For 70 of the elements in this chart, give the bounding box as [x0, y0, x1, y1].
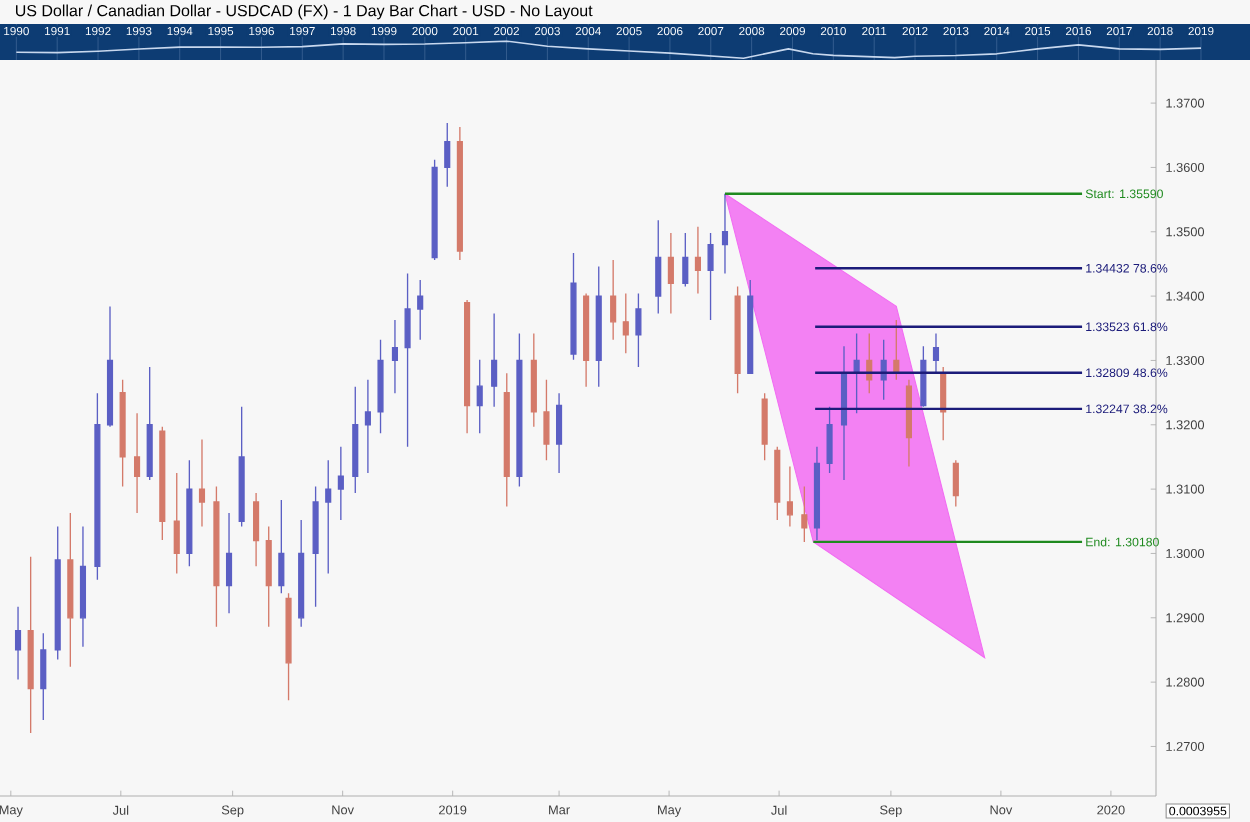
candlestick: [325, 459, 332, 575]
candlestick: [583, 292, 590, 388]
candlestick: [456, 126, 463, 261]
candlestick: [173, 472, 180, 575]
candlestick: [707, 232, 714, 321]
candlestick: [610, 259, 617, 341]
candlestick: [159, 426, 166, 541]
candlestick: [337, 445, 344, 521]
chart-title: US Dollar / Canadian Dollar - USDCAD (FX) - 1 Day Bar Chart - USD - No Layout: [16, 4, 593, 20]
candlestick: [352, 386, 359, 494]
candlestick: [694, 225, 701, 295]
candlestick: [265, 525, 272, 628]
candlestick: [747, 279, 754, 374]
candlestick: [79, 525, 87, 648]
candlestick: [905, 379, 912, 468]
candlestick: [298, 519, 305, 628]
candlestick: [801, 485, 808, 543]
candlestick: [67, 512, 74, 668]
candlestick: [734, 285, 741, 394]
candlestick: [840, 345, 848, 481]
candlestick: [682, 232, 689, 288]
candlestick: [516, 332, 523, 488]
candlestick: [278, 499, 285, 595]
candlestick: [312, 485, 319, 608]
candlestick: [570, 252, 577, 361]
candlestick: [253, 492, 260, 567]
candlestick: [786, 465, 793, 528]
candlestick: [391, 319, 399, 394]
candlestick: [503, 372, 510, 508]
candlestick: [635, 292, 642, 368]
candlestick: [826, 406, 833, 474]
candlestick: [14, 606, 22, 681]
candlestick: [476, 359, 483, 434]
candlestick: [285, 592, 292, 701]
candlestick: [94, 392, 101, 581]
candlestick: [655, 219, 662, 315]
candlestick: [932, 332, 940, 374]
candlestick: [813, 445, 821, 541]
candlestick: [595, 265, 602, 388]
candlestick: [761, 392, 768, 461]
candlestick: [555, 392, 563, 474]
candlestick: [404, 272, 411, 448]
candlestick: [721, 193, 729, 275]
candlestick: [377, 339, 384, 434]
candlestick: [54, 525, 61, 661]
candlestick: [444, 122, 451, 188]
candlestick: [774, 445, 781, 521]
candlestick: [27, 556, 34, 734]
candlestick: [238, 406, 245, 528]
candlestick: [225, 512, 233, 614]
candlestick: [431, 159, 438, 261]
candlestick: [146, 366, 153, 481]
candlestick: [106, 305, 114, 428]
candlestick: [667, 232, 674, 315]
candlestick: [464, 299, 471, 434]
candlestick: [530, 332, 537, 428]
candlestick: [417, 279, 424, 341]
candlestick: [940, 366, 947, 441]
candlestick: [133, 412, 141, 514]
candlestick: [543, 379, 550, 461]
candlestick: [952, 459, 959, 508]
candlestick: [198, 438, 206, 528]
candlestick: [40, 632, 47, 721]
candlestick: [119, 379, 126, 488]
candlestick: [491, 312, 498, 408]
candlestick: [364, 379, 371, 474]
candlestick: [213, 485, 220, 628]
candlestick: [920, 345, 927, 408]
candlestick: [186, 459, 193, 567]
candlestick: [622, 292, 629, 355]
